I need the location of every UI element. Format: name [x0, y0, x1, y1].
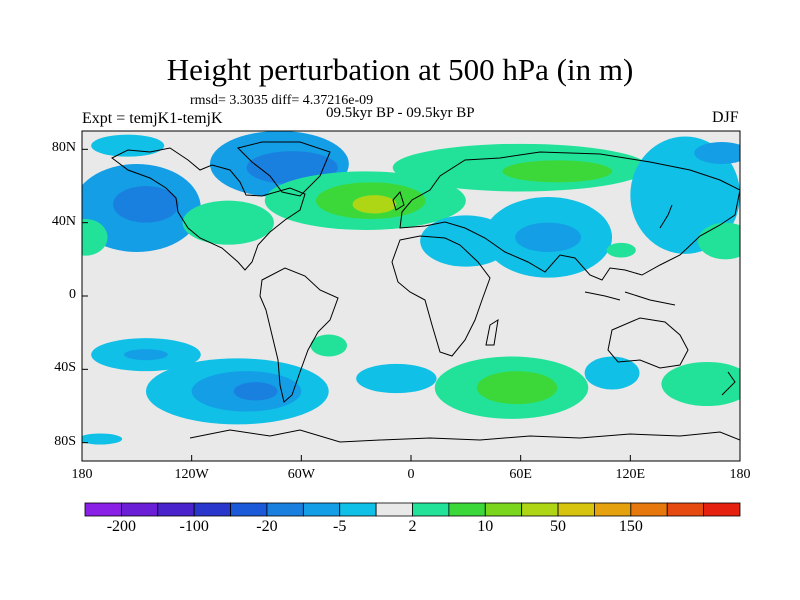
anomaly-region — [113, 186, 179, 223]
experiment-label: Expt = temjK1-temjK — [82, 110, 223, 127]
colorbar-swatch — [339, 502, 377, 517]
colorbar-label: -200 — [106, 518, 137, 535]
period-label: 09.5kyr BP - 09.5kyr BP — [326, 105, 475, 121]
colorbar-swatch — [630, 502, 668, 517]
colorbar-swatch — [230, 502, 268, 517]
anomaly-region — [82, 219, 108, 256]
colorbar-swatch — [302, 502, 341, 517]
anomaly-region — [310, 334, 348, 357]
lon-label: 120W — [174, 467, 209, 482]
lon-label: 180 — [729, 467, 751, 482]
colorbar-swatch — [521, 502, 559, 517]
coastlines — [111, 141, 740, 443]
anomaly-region — [356, 363, 437, 394]
anomaly-region — [82, 433, 123, 445]
colorbar-swatch — [703, 502, 741, 517]
anomaly-region — [630, 136, 740, 254]
anomaly-region — [606, 242, 636, 258]
lon-label: 60E — [509, 467, 532, 482]
anomaly-region — [515, 222, 581, 252]
lon-label: 120E — [615, 467, 646, 482]
lat-label: 80S — [54, 433, 76, 449]
anomaly-region — [661, 362, 740, 406]
anomaly-region — [91, 134, 165, 157]
lat-label: 40S — [54, 360, 76, 376]
colorbar-swatch — [120, 502, 159, 517]
colorbar-swatch — [266, 502, 304, 517]
colorbar-swatch — [448, 502, 486, 517]
lon-label: 180 — [71, 467, 93, 482]
colorbar — [84, 502, 741, 517]
colorbar-label: 150 — [618, 518, 643, 535]
colorbar-swatch — [157, 502, 195, 517]
colorbar-label: 50 — [550, 518, 567, 535]
lat-label: 40N — [51, 213, 76, 229]
colorbar-swatch — [484, 502, 523, 517]
page-title: Height perturbation at 500 hPa (in m) — [166, 52, 634, 87]
lat-label: 0 — [69, 287, 76, 302]
colorbar-swatch — [594, 502, 632, 517]
anomaly-region — [233, 382, 278, 401]
colorbar-label: -20 — [256, 518, 278, 535]
colorbar-label: 10 — [477, 518, 494, 535]
colorbar-label: -100 — [179, 518, 209, 535]
colorbar-swatch — [84, 502, 122, 517]
colorbar-swatch — [193, 502, 231, 517]
colorbar-label: 2 — [408, 518, 417, 535]
colorbar-label: -5 — [333, 518, 347, 535]
anomaly-region — [584, 356, 640, 390]
stats-text: rmsd= 3.3035 diff= 4.37216e-09 — [190, 93, 374, 108]
lat-label: 80N — [51, 140, 76, 156]
colorbar-swatch — [666, 502, 705, 517]
lon-label: 60W — [287, 467, 315, 482]
colorbar-swatch — [557, 502, 595, 517]
season-label: DJF — [712, 109, 739, 126]
colorbar-swatch — [375, 502, 413, 517]
anomaly-region — [476, 371, 558, 405]
lon-label: 0 — [407, 467, 415, 482]
anomaly-region — [502, 160, 613, 183]
anomaly-region — [352, 195, 397, 214]
anomaly-region — [697, 222, 740, 260]
anomaly-region — [124, 349, 168, 361]
colorbar-swatch — [412, 502, 450, 517]
anomaly-region — [182, 200, 274, 245]
anomaly-region — [694, 142, 740, 164]
